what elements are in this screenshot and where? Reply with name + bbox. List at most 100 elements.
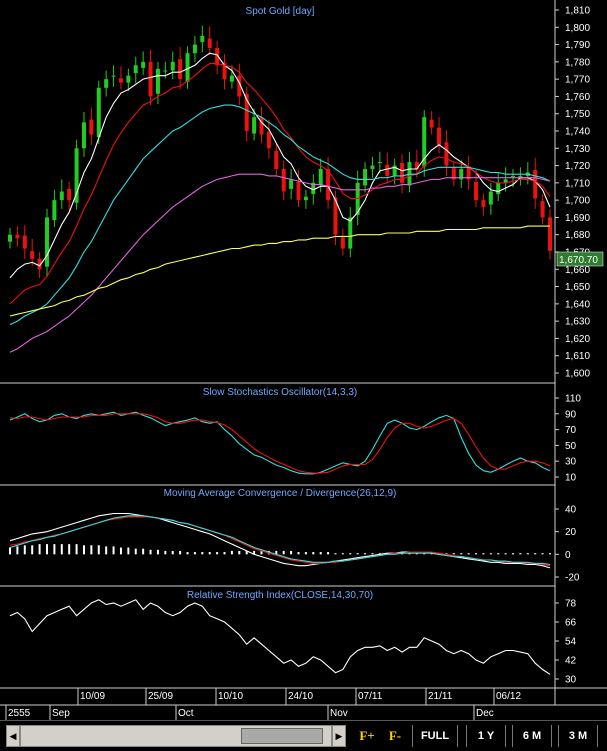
price-y-tick-label: 1,600	[565, 369, 590, 380]
price-y-tick-label: 1,640	[565, 299, 590, 310]
price-y-tick-label: 1,810	[565, 6, 590, 17]
price-y-tick-label: 1,770	[565, 75, 590, 86]
moving-average-line-2	[9, 63, 551, 305]
moving-average-line-1	[9, 52, 551, 279]
candle-body	[96, 87, 101, 138]
stoch-y-tick-label: 110	[565, 394, 581, 405]
stoch-y-tick-label: 50	[565, 441, 577, 452]
candle-body	[89, 119, 94, 135]
month-label: Oct	[178, 708, 194, 719]
candle-body	[111, 75, 116, 77]
candle-body	[318, 169, 323, 186]
macd-y-tick-label: 40	[565, 505, 577, 516]
chart-scrollbar[interactable]	[20, 725, 332, 747]
candle-body	[118, 78, 123, 83]
date-tick-label: 06/12	[496, 691, 521, 702]
candle-body	[244, 93, 249, 131]
date-tick-label: 25/09	[148, 691, 173, 702]
rsi-y-tick-label: 42	[565, 656, 577, 667]
candle-body	[474, 181, 479, 201]
candle-body	[22, 235, 27, 249]
candle-body	[178, 59, 183, 80]
scroll-right-button[interactable]: ▶	[332, 725, 346, 747]
rsi-series-line-1	[9, 599, 551, 675]
candle-body	[511, 175, 516, 177]
stoch-series-line-2	[9, 413, 551, 474]
candle-body	[311, 182, 316, 195]
price-y-tick-label: 1,730	[565, 144, 590, 155]
candle-body	[400, 162, 405, 183]
3-month-button[interactable]: 3 M	[558, 725, 598, 747]
price-y-tick-label: 1,720	[565, 161, 590, 172]
candle-body	[155, 68, 160, 94]
candle-body	[370, 165, 375, 170]
6-month-button[interactable]: 6 M	[512, 725, 552, 747]
candle-body	[44, 217, 49, 267]
price-y-tick-label: 1,780	[565, 57, 590, 68]
1-year-button[interactable]: 1 Y	[466, 725, 506, 747]
candle-body	[488, 191, 493, 205]
price-y-tick-label: 1,760	[565, 92, 590, 103]
full-range-button[interactable]: FULL	[412, 725, 458, 747]
stoch-y-tick-label: 10	[565, 473, 577, 484]
candle-body	[200, 35, 205, 42]
candle-body	[252, 117, 257, 134]
candle-body	[237, 75, 242, 97]
candle-body	[148, 61, 153, 97]
month-label: 2555	[8, 708, 31, 719]
candle-body	[459, 169, 464, 180]
scrollbar-thumb[interactable]	[241, 728, 323, 744]
candle-body	[414, 162, 419, 170]
stochastic-panel: 110 90 70 50 30 10	[9, 394, 581, 484]
candle-body	[74, 148, 79, 203]
candle-body	[481, 200, 486, 208]
moving-average-line-4	[9, 173, 551, 353]
candle-body	[444, 142, 449, 166]
candle-body	[192, 44, 197, 54]
scroll-left-button[interactable]: ◀	[6, 725, 20, 747]
candle-body	[377, 162, 382, 164]
candle-body	[437, 127, 442, 145]
candle-body	[229, 75, 234, 82]
price-y-tick-label: 1,700	[565, 196, 590, 207]
price-y-tick-label: 1,800	[565, 23, 590, 34]
stoch-y-tick-label: 90	[565, 409, 577, 420]
f-minus-button[interactable]: F-	[388, 728, 402, 743]
price-y-tick-label: 1,630	[565, 317, 590, 328]
candle-body	[289, 179, 294, 189]
candle-body	[348, 217, 353, 249]
date-tick-label: 07/11	[358, 691, 383, 702]
rsi-y-tick-label: 54	[565, 637, 577, 648]
candle-body	[363, 169, 368, 186]
candle-body	[52, 200, 57, 221]
date-tick-label: 21/11	[428, 691, 453, 702]
candle-body	[207, 38, 212, 49]
candle-body	[133, 65, 138, 74]
candle-body	[385, 164, 390, 176]
price-y-tick-label: 1,620	[565, 334, 590, 345]
candle-body	[8, 234, 12, 242]
candle-body	[303, 196, 308, 201]
candle-body	[548, 217, 552, 251]
candle-body	[126, 75, 131, 83]
macd-series-line-3	[9, 515, 551, 566]
macd-series-line-1	[9, 512, 551, 569]
rsi-panel-title: Relative Strength Index(CLOSE,14,30,70)	[187, 590, 373, 601]
f-plus-button[interactable]: F+	[359, 728, 375, 743]
stoch-y-tick-label: 30	[565, 457, 577, 468]
stoch-y-tick-label: 70	[565, 425, 577, 436]
price-y-tick-label: 1,790	[565, 40, 590, 51]
price-y-tick-label: 1,650	[565, 282, 590, 293]
candle-body	[185, 53, 190, 82]
candle-body	[392, 165, 397, 176]
candle-body	[429, 119, 434, 128]
candle-body	[81, 122, 86, 149]
chart-area: Spot Gold [day] Slow Stochastics Oscilla…	[0, 0, 607, 720]
month-label: Sep	[52, 708, 70, 719]
candle-body	[59, 191, 64, 201]
candle-body	[496, 182, 501, 195]
price-y-tick-label: 1,660	[565, 265, 590, 276]
candle-body	[141, 61, 146, 68]
last-price-marker: 1,670.70	[556, 251, 604, 267]
last-price-label: 1,670.70	[559, 255, 598, 266]
